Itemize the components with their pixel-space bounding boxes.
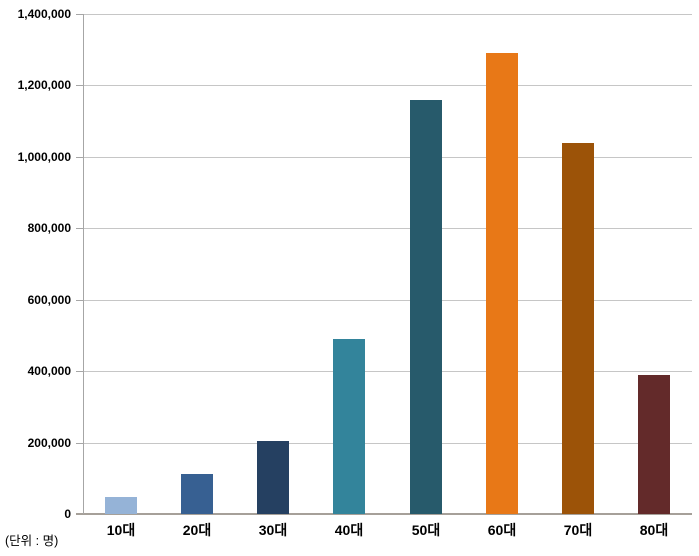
y-tick-label: 400,000 xyxy=(27,364,71,378)
bar-40대 xyxy=(333,339,365,514)
bar-10대 xyxy=(105,497,137,514)
y-tick-label: 0 xyxy=(64,507,71,521)
unit-label: (단위 : 명) xyxy=(5,534,59,548)
x-tick-label: 80대 xyxy=(639,522,669,538)
x-tick-label: 20대 xyxy=(182,522,212,538)
bar-70대 xyxy=(562,143,594,514)
gridline xyxy=(83,228,692,229)
gridline xyxy=(83,371,692,372)
y-axis-tick xyxy=(76,157,83,158)
bar-60대 xyxy=(486,53,518,514)
x-tick-label: 10대 xyxy=(106,522,136,538)
gridline xyxy=(83,157,692,158)
y-tick-label: 1,000,000 xyxy=(17,150,71,164)
x-tick-label: 40대 xyxy=(334,522,364,538)
bar-30대 xyxy=(257,441,289,514)
gridline xyxy=(83,300,692,301)
y-axis-tick xyxy=(76,300,83,301)
y-tick-label: 600,000 xyxy=(27,293,71,307)
y-tick-label: 200,000 xyxy=(27,436,71,450)
gridline xyxy=(83,443,692,444)
gridline xyxy=(83,85,692,86)
bar-80대 xyxy=(638,375,670,514)
x-tick-label: 30대 xyxy=(258,522,288,538)
bar-50대 xyxy=(410,100,442,514)
gridline xyxy=(83,14,692,15)
y-tick-label: 1,400,000 xyxy=(17,7,71,21)
y-axis-line xyxy=(83,14,84,514)
x-tick-label: 50대 xyxy=(411,522,441,538)
x-tick-label: 70대 xyxy=(563,522,593,538)
y-axis-tick xyxy=(76,443,83,444)
y-axis-tick xyxy=(76,228,83,229)
y-axis-tick xyxy=(76,371,83,372)
y-axis-tick xyxy=(76,85,83,86)
bar-20대 xyxy=(181,474,213,514)
x-axis-line xyxy=(76,513,692,515)
y-tick-label: 1,200,000 xyxy=(17,78,71,92)
y-tick-label: 800,000 xyxy=(27,221,71,235)
x-tick-label: 60대 xyxy=(487,522,517,538)
y-axis-tick xyxy=(76,14,83,15)
